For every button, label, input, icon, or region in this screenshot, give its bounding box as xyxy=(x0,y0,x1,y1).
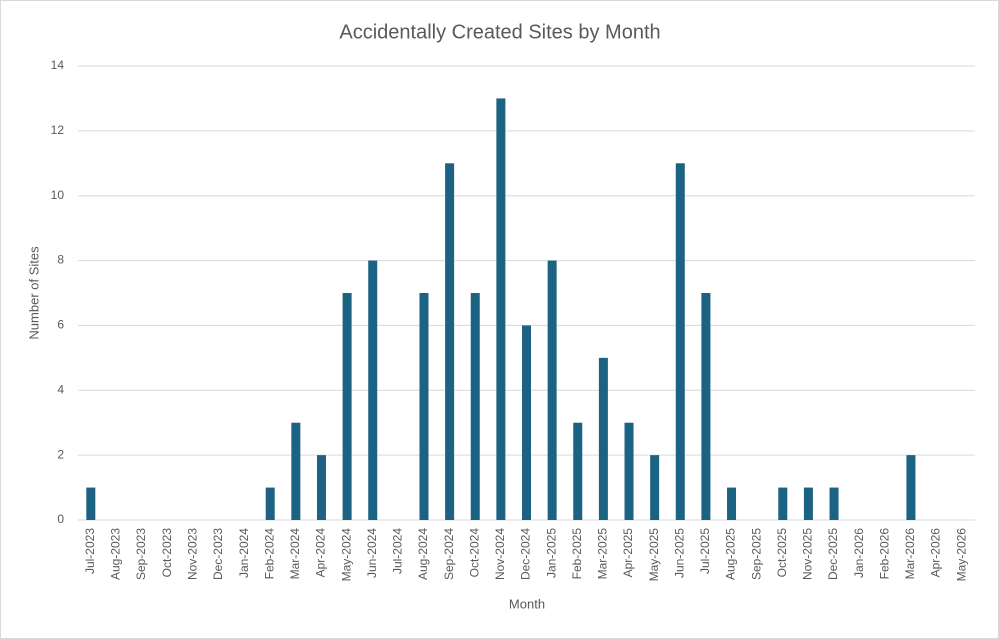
x-tick-label: Jan-2026 xyxy=(852,528,866,578)
x-tick-label: Oct-2024 xyxy=(467,528,481,578)
bar xyxy=(547,260,557,520)
bar xyxy=(778,487,788,520)
x-tick-label: Apr-2026 xyxy=(929,528,943,578)
bar xyxy=(265,487,275,520)
y-tick-label: 4 xyxy=(57,382,64,396)
x-tick-label: May-2024 xyxy=(339,528,353,582)
bar xyxy=(675,163,685,521)
bar xyxy=(522,325,531,520)
x-tick-label: Nov-2024 xyxy=(493,528,507,580)
bar xyxy=(573,422,583,520)
y-tick-label: 6 xyxy=(57,318,64,332)
x-tick-label: Dec-2025 xyxy=(826,528,840,580)
bar xyxy=(803,487,813,520)
x-tick-label: Apr-2024 xyxy=(314,528,328,578)
x-tick-label: Nov-2023 xyxy=(186,528,200,580)
bar xyxy=(316,455,326,520)
x-tick-label: Mar-2024 xyxy=(288,528,302,580)
x-tick-label: May-2025 xyxy=(647,528,661,582)
y-tick-label: 8 xyxy=(57,253,64,267)
x-tick-label: Dec-2023 xyxy=(211,528,225,580)
x-tick-label: Apr-2025 xyxy=(621,528,635,578)
bar xyxy=(419,293,429,520)
bar xyxy=(86,487,96,520)
x-tick-label: Jan-2024 xyxy=(237,528,251,578)
x-tick-label: Aug-2025 xyxy=(724,528,738,580)
y-tick-label: 12 xyxy=(51,123,65,137)
x-tick-label: Oct-2023 xyxy=(160,528,174,578)
x-tick-label: Oct-2025 xyxy=(775,528,789,578)
y-tick-label: 0 xyxy=(57,512,64,526)
x-tick-label: Mar-2025 xyxy=(596,528,610,580)
bar xyxy=(624,422,634,520)
bar xyxy=(650,455,660,520)
x-tick-label: May-2026 xyxy=(954,528,968,582)
x-tick-label: Feb-2024 xyxy=(262,528,276,580)
y-tick-label: 10 xyxy=(51,188,65,202)
x-tick-label: Feb-2026 xyxy=(877,528,891,580)
x-tick-label: Dec-2024 xyxy=(519,528,533,580)
x-tick-label: Feb-2025 xyxy=(570,528,584,580)
x-tick-label: Sep-2023 xyxy=(134,528,148,580)
bar xyxy=(829,487,839,520)
x-tick-label: Sep-2025 xyxy=(749,528,763,580)
x-tick-label: Jan-2025 xyxy=(544,528,558,578)
x-tick-label: Jul-2023 xyxy=(83,528,97,574)
bar xyxy=(598,357,608,520)
x-tick-label: Sep-2024 xyxy=(442,528,456,580)
bar xyxy=(701,293,711,520)
x-tick-label: Jul-2025 xyxy=(698,528,712,574)
bar xyxy=(291,422,301,520)
bar xyxy=(445,163,455,521)
bar xyxy=(342,293,352,520)
x-tick-label: Mar-2026 xyxy=(903,528,917,580)
x-tick-label: Nov-2025 xyxy=(801,528,815,580)
chart-title: Accidentally Created Sites by Month xyxy=(339,21,660,43)
x-tick-label: Aug-2023 xyxy=(109,528,123,580)
y-tick-label: 14 xyxy=(51,58,65,72)
x-tick-label: Jun-2025 xyxy=(672,528,686,578)
x-tick-label: Jun-2024 xyxy=(365,528,379,578)
y-tick-label: 2 xyxy=(57,447,64,461)
y-axis-title: Number of Sites xyxy=(26,246,41,340)
bar xyxy=(906,455,916,520)
bar xyxy=(470,293,480,520)
bar xyxy=(368,260,378,520)
bar xyxy=(727,487,737,520)
x-tick-label: Aug-2024 xyxy=(416,528,430,580)
bar xyxy=(496,98,506,520)
x-tick-label: Jul-2024 xyxy=(391,528,405,574)
x-axis-title: Month xyxy=(509,596,545,611)
